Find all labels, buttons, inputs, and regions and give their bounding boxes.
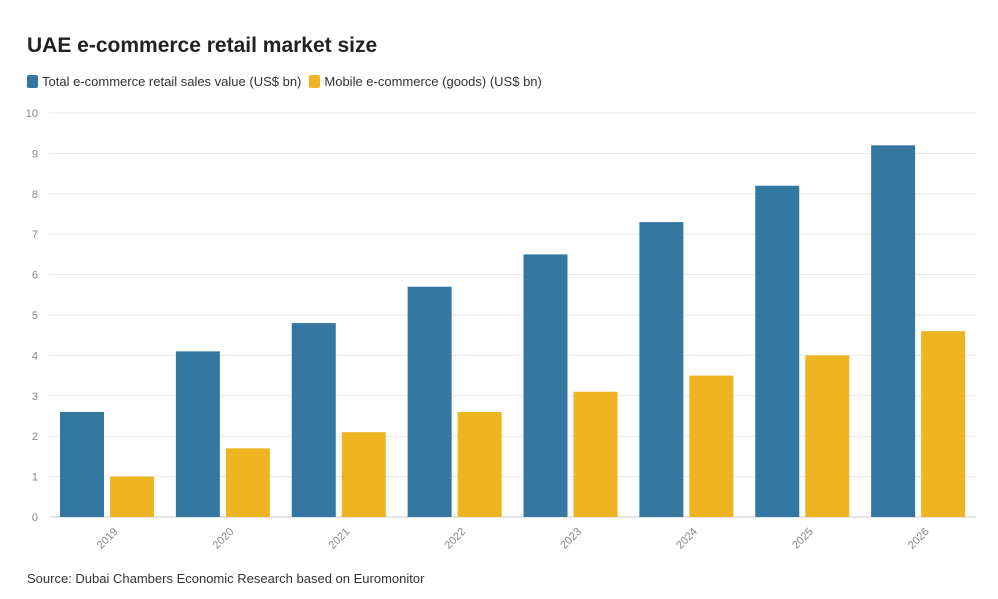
- y-axis: 0 1 2 3 4 5 6 7 8 9 10: [26, 108, 38, 524]
- y-tick-label-10: 10: [26, 108, 38, 120]
- bars: [60, 145, 966, 517]
- bar-mobile-2022[interactable]: [457, 411, 502, 517]
- legend-label-mobile: Mobile e-commerce (goods) (US$ bn): [324, 74, 542, 89]
- bar-total-2024[interactable]: [639, 222, 684, 517]
- x-tick-label-2019: 2019: [95, 526, 121, 552]
- bar-total-2019[interactable]: [60, 411, 104, 517]
- x-tick-label-2021: 2021: [327, 526, 353, 552]
- legend-item-mobile[interactable]: Mobile e-commerce (goods) (US$ bn): [309, 74, 542, 89]
- y-tick-label-2: 2: [32, 431, 38, 443]
- bar-mobile-2025[interactable]: [805, 355, 850, 517]
- bar-mobile-2023[interactable]: [573, 391, 618, 517]
- legend-swatch-total: [27, 75, 38, 88]
- y-tick-label-0: 0: [32, 512, 38, 524]
- x-tick-label-2025: 2025: [790, 526, 816, 552]
- y-tick-label-9: 9: [32, 148, 38, 160]
- x-tick-label-2020: 2020: [211, 526, 237, 552]
- bar-mobile-2026[interactable]: [921, 331, 966, 517]
- bar-mobile-2019[interactable]: [110, 476, 154, 517]
- x-tick-label-2024: 2024: [674, 526, 700, 552]
- bar-total-2022[interactable]: [407, 286, 452, 517]
- bar-total-2023[interactable]: [523, 254, 568, 517]
- x-tick-label-2023: 2023: [558, 526, 584, 552]
- legend-label-total: Total e-commerce retail sales value (US$…: [42, 74, 302, 89]
- source-note: Source: Dubai Chambers Economic Research…: [27, 571, 425, 586]
- chart-title: UAE e-commerce retail market size: [27, 34, 378, 57]
- y-tick-label-3: 3: [32, 391, 38, 403]
- bar-mobile-2020[interactable]: [225, 448, 270, 517]
- bar-mobile-2021[interactable]: [341, 432, 386, 517]
- bar-total-2026[interactable]: [871, 145, 916, 517]
- bar-total-2021[interactable]: [291, 323, 336, 517]
- y-tick-label-8: 8: [32, 189, 38, 201]
- y-tick-label-1: 1: [32, 472, 38, 484]
- y-tick-label-5: 5: [32, 310, 38, 322]
- x-tick-label-2022: 2022: [442, 526, 468, 552]
- legend-swatch-mobile: [309, 75, 321, 88]
- x-tick-label-2026: 2026: [906, 526, 932, 552]
- y-tick-label-7: 7: [32, 229, 38, 241]
- y-tick-label-6: 6: [32, 270, 38, 282]
- bar-total-2020[interactable]: [175, 351, 220, 517]
- legend: Total e-commerce retail sales value (US$…: [27, 74, 550, 89]
- y-tick-label-4: 4: [32, 350, 38, 362]
- x-axis: 2019 2020 2021 2022 2023 2024 2025 2026: [95, 526, 932, 552]
- bar-mobile-2024[interactable]: [689, 375, 734, 517]
- legend-item-total[interactable]: Total e-commerce retail sales value (US$…: [27, 74, 301, 89]
- bar-total-2025[interactable]: [755, 185, 800, 517]
